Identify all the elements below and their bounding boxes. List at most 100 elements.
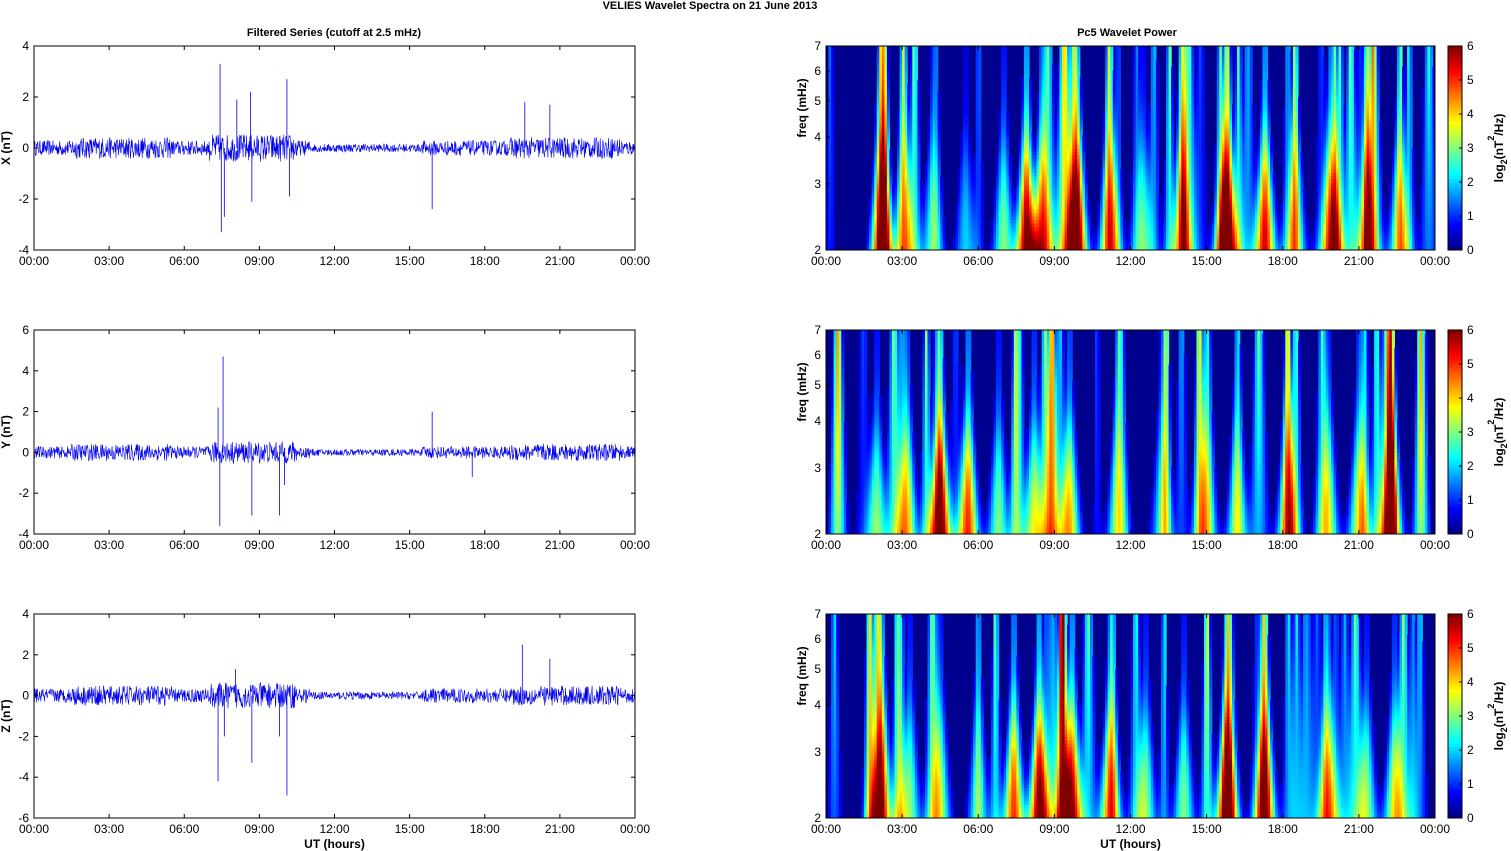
x-tick-label: 00:00: [620, 822, 650, 836]
x-tick-label: 00:00: [811, 822, 841, 836]
x-tick-label: 18:00: [470, 822, 500, 836]
colorbar-tick-label: 3: [1467, 141, 1474, 155]
colorbar-tick-label: 2: [1467, 743, 1474, 757]
x-tick-label: 18:00: [1268, 538, 1298, 552]
x-tick-label: 18:00: [1268, 254, 1298, 268]
y-tick-label: -2: [18, 192, 29, 206]
y-tick-label: 4: [814, 698, 821, 712]
x-tick-label: 06:00: [963, 254, 993, 268]
y-tick-label: 2: [814, 527, 821, 541]
x-tick-label: 09:00: [1039, 538, 1069, 552]
y-tick-label: 5: [814, 378, 821, 392]
x-tick-label: 00:00: [19, 538, 49, 552]
y-tick-label: 2: [814, 811, 821, 825]
colorbar-tick-label: 4: [1467, 675, 1474, 689]
colorbar-tick-label: 4: [1467, 107, 1474, 121]
x-tick-label: 00:00: [620, 538, 650, 552]
y-series-ylabel: Y (nT): [0, 415, 13, 449]
x-tick-label: 06:00: [963, 822, 993, 836]
y-tick-label: 5: [814, 662, 821, 676]
x-tick-label: 03:00: [887, 538, 917, 552]
y-tick-label: 0: [22, 689, 29, 703]
figure-title: VELIES Wavelet Spectra on 21 June 2013: [603, 0, 818, 12]
x-tick-label: 21:00: [545, 538, 575, 552]
colorbar-tick-label: 5: [1467, 641, 1474, 655]
x-tick-label: 09:00: [1039, 822, 1069, 836]
x-tick-label: 00:00: [1420, 822, 1450, 836]
right-column-title: Pc5 Wavelet Power: [1077, 27, 1178, 39]
x-tick-label: 12:00: [1115, 538, 1145, 552]
x-tick-label: 00:00: [620, 254, 650, 268]
colorbar-tick-label: 5: [1467, 357, 1474, 371]
z-series-panel: -6 -4 -2 0 2 4 Z (nT) 00:00 03:00 06:00 09:00 12:00…: [0, 607, 650, 851]
x-tick-label: 12:00: [1115, 254, 1145, 268]
x-tick-label: 03:00: [94, 254, 124, 268]
y-tick-label: 4: [22, 39, 29, 53]
x-wavelet-ylabel: freq (mHz): [795, 78, 809, 137]
x-axis-label: UT (hours): [304, 837, 365, 851]
x-tick-label: 15:00: [1192, 254, 1222, 268]
colorbar-tick-label: 1: [1467, 777, 1474, 791]
x-tick-label: 09:00: [1039, 254, 1069, 268]
x-tick-label: 15:00: [395, 822, 425, 836]
x-wavelet-colorbar-label: log2(nT2/Hz): [1486, 114, 1509, 183]
y-tick-label: 0: [22, 141, 29, 155]
x-wavelet-colorbar: 0 1 2 3 4 5 6 log2(nT2/Hz): [1447, 39, 1509, 257]
x-series-ylabel: X (nT): [0, 131, 13, 165]
y-tick-label: 2: [22, 405, 29, 419]
x-tick-label: 00:00: [811, 254, 841, 268]
x-tick-label: 06:00: [169, 822, 199, 836]
y-tick-label: 4: [814, 414, 821, 428]
colorbar-tick-label: 1: [1467, 493, 1474, 507]
x-tick-label: 15:00: [1192, 538, 1222, 552]
colorbar-tick-label: 0: [1467, 527, 1474, 541]
x-tick-label: 06:00: [169, 538, 199, 552]
x-series-trace: [33, 134, 636, 162]
y-tick-label: 7: [814, 607, 821, 621]
z-series-plot-area: [34, 614, 635, 818]
x-series-panel: -4 -2 0 2 4 X (nT) 00:00 03:00 06:00 09:00 12:00 15…: [0, 39, 650, 268]
x-tick-label: 09:00: [244, 538, 274, 552]
colorbar-tick-label: 2: [1467, 175, 1474, 189]
y-tick-label: 4: [814, 130, 821, 144]
y-tick-label: 4: [22, 364, 29, 378]
x-tick-label: 12:00: [319, 254, 349, 268]
x-tick-label: 00:00: [19, 822, 49, 836]
y-tick-label: -4: [18, 527, 29, 541]
y-tick-label: 2: [22, 90, 29, 104]
y-tick-label: 3: [814, 177, 821, 191]
z-series-ylabel: Z (nT): [0, 699, 13, 732]
x-tick-label: 00:00: [811, 538, 841, 552]
z-wavelet-colorbar-label: log2(nT2/Hz): [1486, 682, 1509, 751]
colorbar-tick-label: 6: [1467, 607, 1474, 621]
y-tick-label: -2: [18, 729, 29, 743]
z-wavelet-power-grid: [828, 614, 1428, 818]
x-tick-label: 06:00: [963, 538, 993, 552]
y-tick-label: 3: [814, 745, 821, 759]
colorbar-tick-label: 6: [1467, 323, 1474, 337]
colorbar-tick-label: 6: [1467, 39, 1474, 53]
y-tick-label: 3: [814, 461, 821, 475]
y-wavelet-colorbar-label: log2(nT2/Hz): [1486, 398, 1509, 467]
colorbar-tick-label: 5: [1467, 73, 1474, 87]
y-tick-label: 5: [814, 94, 821, 108]
y-wavelet-ylabel: freq (mHz): [795, 362, 809, 421]
x-tick-label: 15:00: [1192, 822, 1222, 836]
x-tick-label: 00:00: [1420, 538, 1450, 552]
z-wavelet-colorbar: 0 1 2 3 4 5 6 log2(nT2/Hz): [1447, 607, 1509, 825]
y-series-plot-area: [34, 330, 635, 534]
y-tick-label: -6: [18, 811, 29, 825]
x-tick-label: 03:00: [94, 538, 124, 552]
colorbar-tick-label: 4: [1467, 391, 1474, 405]
y-tick-label: -2: [18, 486, 29, 500]
x-tick-label: 21:00: [1344, 254, 1374, 268]
x-axis-label: UT (hours): [1100, 837, 1161, 851]
x-tick-label: 00:00: [19, 254, 49, 268]
y-tick-label: 2: [22, 648, 29, 662]
y-tick-label: 2: [814, 243, 821, 257]
x-wavelet-power-grid: [826, 46, 1435, 250]
z-series-trace: [33, 682, 636, 709]
x-tick-label: 18:00: [470, 254, 500, 268]
y-tick-label: 6: [814, 64, 821, 78]
